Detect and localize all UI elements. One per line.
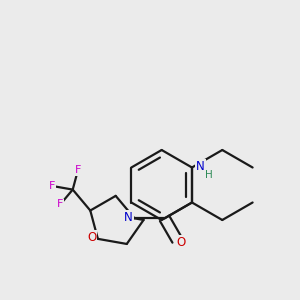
Text: O: O [87,231,97,244]
Text: F: F [49,181,56,191]
Text: F: F [57,200,64,209]
Text: F: F [75,165,81,175]
Text: H: H [205,170,213,180]
Text: O: O [176,236,186,249]
Text: N: N [196,160,205,173]
Text: N: N [124,211,133,224]
